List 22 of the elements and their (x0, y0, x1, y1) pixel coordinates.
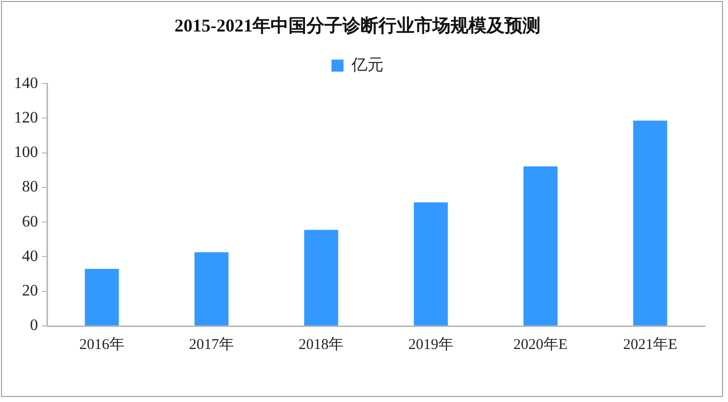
x-tick-label: 2018年 (298, 336, 344, 353)
y-tick-label: 80 (22, 178, 38, 196)
x-tick-label: 2021年E (623, 336, 678, 353)
bar (524, 166, 558, 326)
bar (633, 120, 668, 326)
chart-title: 2015-2021年中国分子诊断行业市场规模及预测 (174, 15, 540, 36)
bar (414, 202, 448, 326)
bar (84, 268, 119, 326)
y-tick-label: 40 (22, 248, 38, 265)
y-tick-label: 60 (22, 213, 38, 230)
y-tick-label: 20 (22, 282, 38, 300)
x-tick-label: 2017年 (189, 336, 234, 353)
x-tick-label: 2019年 (408, 336, 454, 353)
y-tick-label: 140 (14, 74, 38, 92)
x-tick-label: 2020年E (513, 336, 568, 353)
y-tick-label: 0 (30, 317, 38, 334)
bar (304, 230, 338, 326)
y-tick-label: 100 (14, 144, 38, 162)
bar (194, 252, 228, 326)
legend-label: 亿元 (350, 57, 384, 74)
x-tick-label: 2016年 (79, 336, 124, 353)
y-tick-label: 120 (14, 109, 38, 126)
